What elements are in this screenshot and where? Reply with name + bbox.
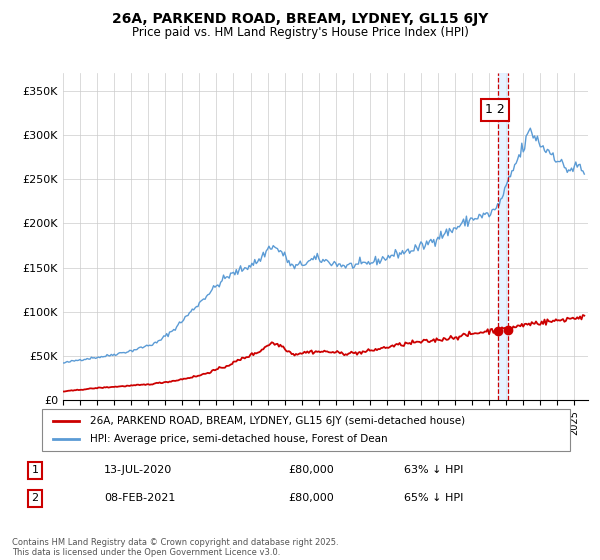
Text: £80,000: £80,000 [289, 465, 334, 475]
Text: 1: 1 [32, 465, 38, 475]
Text: 13-JUL-2020: 13-JUL-2020 [104, 465, 172, 475]
Text: 65% ↓ HPI: 65% ↓ HPI [404, 493, 463, 503]
Text: Price paid vs. HM Land Registry's House Price Index (HPI): Price paid vs. HM Land Registry's House … [131, 26, 469, 39]
Text: 26A, PARKEND ROAD, BREAM, LYDNEY, GL15 6JY: 26A, PARKEND ROAD, BREAM, LYDNEY, GL15 6… [112, 12, 488, 26]
Text: 08-FEB-2021: 08-FEB-2021 [104, 493, 176, 503]
Text: £80,000: £80,000 [289, 493, 334, 503]
Bar [498, 73, 508, 400]
Text: 2: 2 [31, 493, 38, 503]
Text: HPI: Average price, semi-detached house, Forest of Dean: HPI: Average price, semi-detached house,… [89, 434, 387, 444]
FancyBboxPatch shape [42, 409, 570, 451]
Text: Contains HM Land Registry data © Crown copyright and database right 2025.
This d: Contains HM Land Registry data © Crown c… [12, 538, 338, 557]
Text: 1 2: 1 2 [485, 104, 505, 116]
Text: 63% ↓ HPI: 63% ↓ HPI [404, 465, 463, 475]
Text: 26A, PARKEND ROAD, BREAM, LYDNEY, GL15 6JY (semi-detached house): 26A, PARKEND ROAD, BREAM, LYDNEY, GL15 6… [89, 416, 464, 426]
